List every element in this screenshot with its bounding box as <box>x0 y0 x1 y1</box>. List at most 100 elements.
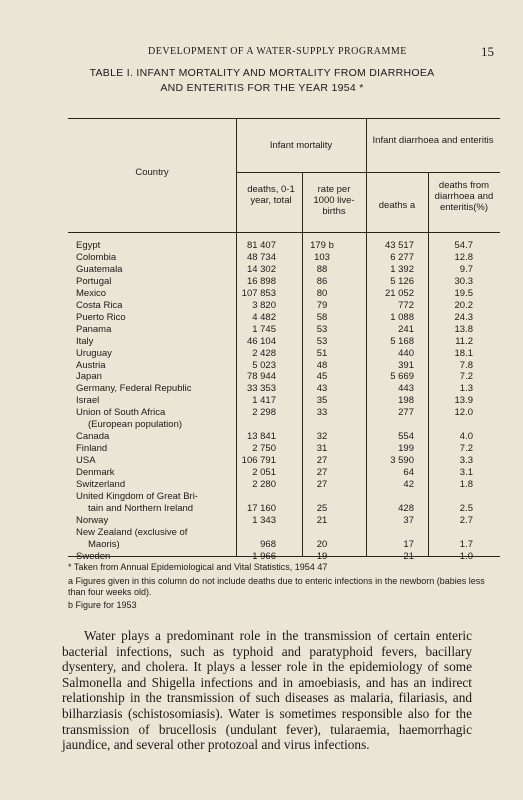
cell-diarrhoea-pct: 1.0 <box>459 550 473 562</box>
table-row: Denmark 2 051 27 64 3.1 <box>76 467 496 479</box>
header-mid-rule <box>236 172 500 173</box>
table-row: Uruguay 2 428 51 440 18.1 <box>76 348 496 360</box>
cell-diarrhoea-pct: 7.2 <box>459 443 473 455</box>
cell-rate: 48 <box>316 359 328 371</box>
cell-deaths-total: 968 <box>260 538 276 550</box>
table-row: Portugal 16 898 86 5 126 30.3 <box>76 276 496 288</box>
paragraph-text: Water plays a predominant role in the tr… <box>62 628 472 753</box>
header-deaths-from: deaths from diarrhoea and enteritis(%) <box>434 180 494 213</box>
cell-deaths-total: 46 104 <box>246 335 276 347</box>
cell-rate: 86 <box>316 275 328 287</box>
cell-deaths-total: 17 160 <box>246 502 276 514</box>
table-bottom-rule <box>68 556 500 557</box>
cell-diarrhoea-deaths: 241 <box>398 323 414 335</box>
cell-diarrhoea-deaths: 5 669 <box>390 371 414 383</box>
cell-rate: 27 <box>316 479 328 490</box>
cell-rate: 53 <box>316 323 328 335</box>
cell-country: Japan <box>76 371 102 383</box>
cell-diarrhoea-deaths: 428 <box>398 502 414 514</box>
table-row: Germany, Federal Republic 33 353 43 443 1.3 <box>76 383 496 395</box>
cell-diarrhoea-deaths: 1 088 <box>390 311 414 323</box>
cell-diarrhoea-pct: 1.3 <box>459 383 473 395</box>
cell-rate: 43 <box>316 383 328 395</box>
cell-diarrhoea-pct: 13.8 <box>454 323 474 335</box>
cell-country: Guatemala <box>76 263 123 275</box>
cell-deaths-total: 4 482 <box>252 311 276 323</box>
col-divider-3 <box>366 118 367 556</box>
cell-deaths-total: 2 051 <box>252 467 276 479</box>
cell-deaths-total: 107 853 <box>241 287 276 299</box>
cell-diarrhoea-deaths: 554 <box>398 431 414 443</box>
footnote-b: b Figure for 1953 <box>68 600 137 610</box>
header-deaths-total: deaths, 0-1 year, total <box>247 184 295 206</box>
cell-rate: 45 <box>316 371 328 383</box>
table-row: Panama 1 745 53 241 13.8 <box>76 324 496 336</box>
cell-rate: 35 <box>316 395 328 407</box>
cell-rate: 33 <box>316 407 328 419</box>
cell-diarrhoea-pct: 2.7 <box>459 514 473 526</box>
cell-deaths-total: 14 302 <box>246 263 276 275</box>
cell-deaths-total: 1 745 <box>252 323 276 335</box>
table-row: Canada 13 841 32 554 4.0 <box>76 431 496 443</box>
cell-diarrhoea-pct: 7.8 <box>459 359 473 371</box>
cell-diarrhoea-pct: 13.9 <box>454 395 474 407</box>
table-row: Union of South Africa 2 298 33 277 12.0 <box>76 407 496 419</box>
cell-rate: 27 <box>316 467 328 479</box>
cell-country: tain and Northern Ireland <box>88 502 194 514</box>
cell-diarrhoea-deaths: 64 <box>403 467 414 479</box>
cell-diarrhoea-deaths: 198 <box>398 395 414 407</box>
cell-deaths-total: 13 841 <box>246 431 276 443</box>
cell-country: Sweden <box>76 550 111 562</box>
col-divider-4 <box>428 172 429 556</box>
cell-deaths-total: 16 898 <box>246 275 276 287</box>
cell-diarrhoea-pct: 20.2 <box>454 299 474 311</box>
header-deaths-a: deaths a <box>378 200 416 211</box>
col-divider-2 <box>302 172 303 556</box>
cell-diarrhoea-deaths: 391 <box>398 359 414 371</box>
cell-diarrhoea-deaths: 277 <box>398 407 414 419</box>
table-row: Egypt 81 407 179 b 43 517 54.7 <box>76 240 496 252</box>
cell-deaths-total: 78 944 <box>246 371 276 383</box>
table-row: USA 106 791 27 3 590 3.3 <box>76 455 496 467</box>
cell-rate: 21 <box>316 514 328 526</box>
table-row: tain and Northern Ireland 17 160 25 428 2.5 <box>76 503 496 515</box>
cell-country: Austria <box>76 359 106 371</box>
cell-rate: 25 <box>316 502 328 514</box>
cell-rate: 80 <box>316 287 328 299</box>
table-title: TABLE I. INFANT MORTALITY AND MORTALITY … <box>82 66 442 96</box>
table-row: Maoris) 968 20 17 1.7 <box>76 539 496 551</box>
cell-country: New Zealand (exclusive of <box>76 526 188 538</box>
table-row: Mexico 107 853 80 21 052 19.5 <box>76 288 496 300</box>
table-row: Italy 46 104 53 5 168 11.2 <box>76 336 496 348</box>
table-title-line-1: TABLE I. INFANT MORTALITY AND MORTALITY … <box>89 67 435 79</box>
cell-diarrhoea-pct: 12.8 <box>454 251 474 263</box>
header-infant-diarrhoea: Infant diarrhoea and enteritis <box>372 135 494 146</box>
running-head: DEVELOPMENT OF A WATER-SUPPLY PROGRAMME <box>148 46 407 57</box>
table-row: Finland 2 750 31 199 7.2 <box>76 443 496 455</box>
table-top-rule <box>68 118 500 119</box>
cell-deaths-total: 48 734 <box>246 251 276 263</box>
table-row: United Kingdom of Great Bri- <box>76 491 496 503</box>
cell-rate: 179 b <box>310 240 334 251</box>
cell-diarrhoea-pct: 19.5 <box>454 287 474 299</box>
cell-diarrhoea-pct: 54.7 <box>454 240 474 251</box>
cell-diarrhoea-deaths: 42 <box>403 479 414 490</box>
cell-diarrhoea-deaths: 440 <box>398 347 414 359</box>
cell-diarrhoea-deaths: 6 277 <box>390 251 414 263</box>
cell-diarrhoea-deaths: 17 <box>403 538 414 550</box>
cell-rate: 88 <box>316 263 328 275</box>
cell-country: Union of South Africa <box>76 407 166 419</box>
cell-deaths-total: 5 023 <box>252 359 276 371</box>
cell-country: United Kingdom of Great Bri- <box>76 490 198 502</box>
cell-diarrhoea-deaths: 37 <box>403 514 414 526</box>
cell-country: Italy <box>76 335 94 347</box>
cell-rate: 32 <box>316 431 328 443</box>
cell-country: Uruguay <box>76 347 112 359</box>
table-row: Guatemala 14 302 88 1 392 9.7 <box>76 264 496 276</box>
table-row: Puerto Rico 4 482 58 1 088 24.3 <box>76 312 496 324</box>
cell-country: Costa Rica <box>76 299 123 311</box>
cell-diarrhoea-deaths: 1 392 <box>390 263 414 275</box>
cell-rate: 79 <box>316 299 328 311</box>
cell-country: Colombia <box>76 251 117 263</box>
